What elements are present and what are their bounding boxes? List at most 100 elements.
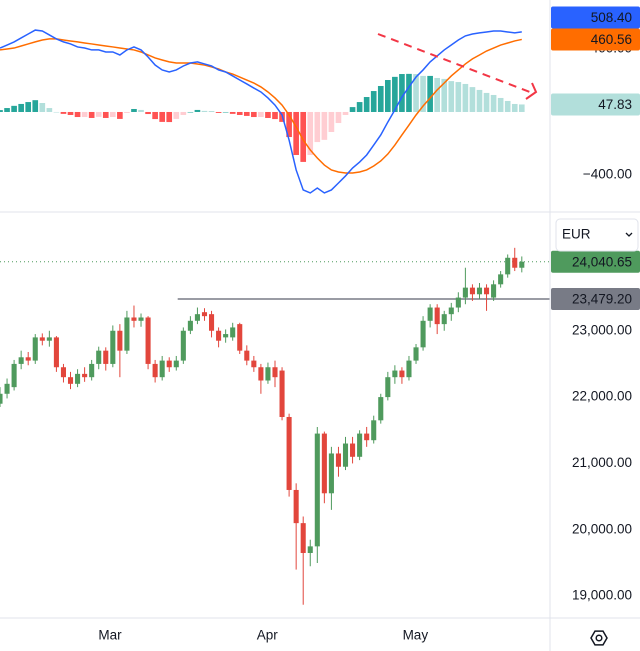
- histogram-bar: [194, 109, 201, 112]
- price-label: 508.40: [591, 10, 632, 25]
- histogram-bar: [370, 91, 377, 112]
- histogram-bar: [497, 97, 504, 112]
- candle-body: [272, 367, 278, 378]
- price-label-box: [551, 93, 640, 116]
- price-label: 460.56: [591, 32, 632, 47]
- candle-body: [82, 373, 88, 378]
- y-tick-label: 22,000.00: [572, 389, 632, 404]
- candle-body: [216, 330, 222, 341]
- histogram-bar: [314, 111, 321, 143]
- histogram-bar: [201, 110, 208, 112]
- candle-body: [455, 297, 461, 308]
- candle-body: [279, 370, 285, 417]
- candle-body: [371, 420, 377, 441]
- candle-body: [434, 307, 440, 325]
- price-pane: [0, 247, 550, 605]
- macd-line: [0, 29, 522, 194]
- histogram-bar: [11, 105, 17, 112]
- histogram-bar: [455, 82, 462, 112]
- histogram-bar: [222, 111, 229, 113]
- candle-body: [46, 337, 52, 341]
- histogram-bar: [251, 111, 257, 118]
- y-tick-label: 23,000.00: [572, 322, 632, 337]
- histogram-bar: [356, 102, 363, 112]
- candle-body: [328, 453, 334, 494]
- histogram-bar: [32, 100, 39, 112]
- histogram-bar: [74, 111, 81, 118]
- currency[interactable]: EUR: [562, 227, 591, 242]
- candle-body: [53, 337, 59, 368]
- currency-box[interactable]: [555, 218, 639, 252]
- candle-body: [406, 360, 412, 378]
- settings-icon[interactable]: [590, 630, 608, 646]
- candle-body: [230, 327, 236, 338]
- histogram-bar: [138, 109, 144, 112]
- histogram-bar: [102, 111, 109, 118]
- candle-body: [335, 453, 341, 467]
- histogram-bar: [152, 111, 158, 120]
- histogram-bar: [18, 103, 24, 112]
- price-label: 24,040.65: [572, 254, 632, 269]
- candle-body: [187, 320, 193, 331]
- histogram-bar: [39, 103, 46, 112]
- x-tick-label: May: [403, 628, 429, 643]
- histogram-bar: [293, 111, 299, 155]
- histogram-bar: [448, 81, 455, 112]
- currency-selector[interactable]: EUR: [555, 218, 639, 252]
- histogram-bar: [427, 75, 433, 112]
- candle-body: [392, 370, 398, 378]
- candle-body: [25, 357, 31, 361]
- histogram-bar: [406, 73, 412, 112]
- y-tick-label: −400.00: [583, 167, 632, 182]
- annotation-arrow: [525, 82, 538, 100]
- candle-body: [251, 360, 257, 368]
- candle-body: [0, 393, 3, 404]
- candle-body: [469, 287, 475, 295]
- price-label: 23,479.20: [572, 292, 632, 307]
- y-tick-label: 20,000.00: [572, 521, 632, 536]
- candle-body: [103, 350, 109, 364]
- histogram-bar: [159, 111, 165, 122]
- candle-body: [11, 363, 17, 388]
- candle-body: [67, 377, 74, 384]
- candle-body: [32, 337, 38, 361]
- candle-body: [462, 287, 468, 298]
- y-tick-label: 21,000.00: [572, 455, 632, 470]
- histogram-bar: [243, 111, 250, 116]
- histogram-bar: [124, 111, 130, 113]
- histogram-bar: [173, 111, 180, 119]
- candle-body: [484, 287, 490, 295]
- histogram-bar: [469, 87, 476, 112]
- candle-body: [75, 373, 81, 384]
- candle-body: [420, 320, 426, 348]
- histogram-bar: [377, 85, 384, 112]
- x-tick-label: Mar: [98, 628, 122, 643]
- histogram-bar: [385, 80, 391, 112]
- candle-body: [350, 443, 356, 457]
- histogram-bar: [67, 111, 74, 115]
- histogram-bar: [307, 111, 314, 155]
- price-label-box: [551, 250, 640, 273]
- histogram-bar: [300, 111, 307, 162]
- histogram-bar: [229, 111, 236, 114]
- macd-pane: [0, 29, 525, 194]
- candle-body: [89, 363, 95, 378]
- price-label-box: [551, 6, 640, 29]
- candle-body: [96, 350, 102, 364]
- histogram-bar: [363, 97, 370, 112]
- candle-body: [441, 314, 447, 325]
- settings-button[interactable]: [590, 630, 608, 646]
- price-label: 47.83: [598, 97, 632, 112]
- histogram-bar: [349, 107, 356, 112]
- histogram-bar: [117, 111, 123, 119]
- histogram-bar: [258, 111, 264, 118]
- histogram-bar: [180, 111, 187, 115]
- histogram-bar: [511, 103, 518, 112]
- histogram-bar: [53, 111, 60, 113]
- histogram-bar: [166, 111, 173, 123]
- candle-body: [300, 523, 306, 553]
- signal-line: [0, 38, 522, 174]
- candle-body: [265, 367, 271, 381]
- candle-body: [159, 360, 165, 378]
